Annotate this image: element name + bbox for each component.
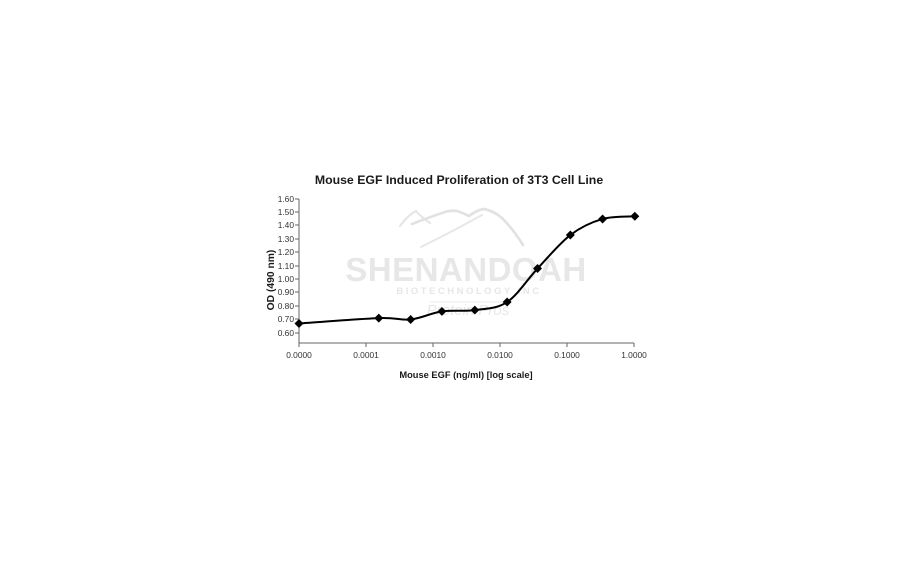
svg-text:Mouse EGF Induced Proliferatio: Mouse EGF Induced Proliferation of 3T3 C… <box>315 173 603 187</box>
svg-text:0.80: 0.80 <box>278 301 295 311</box>
svg-text:0.1000: 0.1000 <box>554 350 580 360</box>
svg-text:1.20: 1.20 <box>278 247 295 257</box>
svg-text:0.60: 0.60 <box>278 328 295 338</box>
svg-text:0.0000: 0.0000 <box>286 350 312 360</box>
svg-text:1.50: 1.50 <box>278 207 295 217</box>
svg-text:SHENANDOAH: SHENANDOAH <box>345 251 587 288</box>
svg-text:0.0010: 0.0010 <box>420 350 446 360</box>
svg-text:1.10: 1.10 <box>278 261 295 271</box>
svg-text:1.00: 1.00 <box>278 274 295 284</box>
svg-text:0.70: 0.70 <box>278 314 295 324</box>
svg-text:0.0001: 0.0001 <box>353 350 379 360</box>
svg-text:BIOTECHNOLOGY INC: BIOTECHNOLOGY INC <box>396 286 541 297</box>
svg-text:OD (490 nm): OD (490 nm) <box>266 250 277 311</box>
svg-text:0.90: 0.90 <box>278 287 295 297</box>
svg-text:1.0000: 1.0000 <box>621 350 647 360</box>
svg-text:Mouse EGF (ng/ml) [log scale]: Mouse EGF (ng/ml) [log scale] <box>399 370 532 380</box>
svg-text:1.40: 1.40 <box>278 220 295 230</box>
svg-text:1.60: 1.60 <box>278 194 295 204</box>
svg-text:0.0100: 0.0100 <box>487 350 513 360</box>
svg-text:1.30: 1.30 <box>278 234 295 244</box>
